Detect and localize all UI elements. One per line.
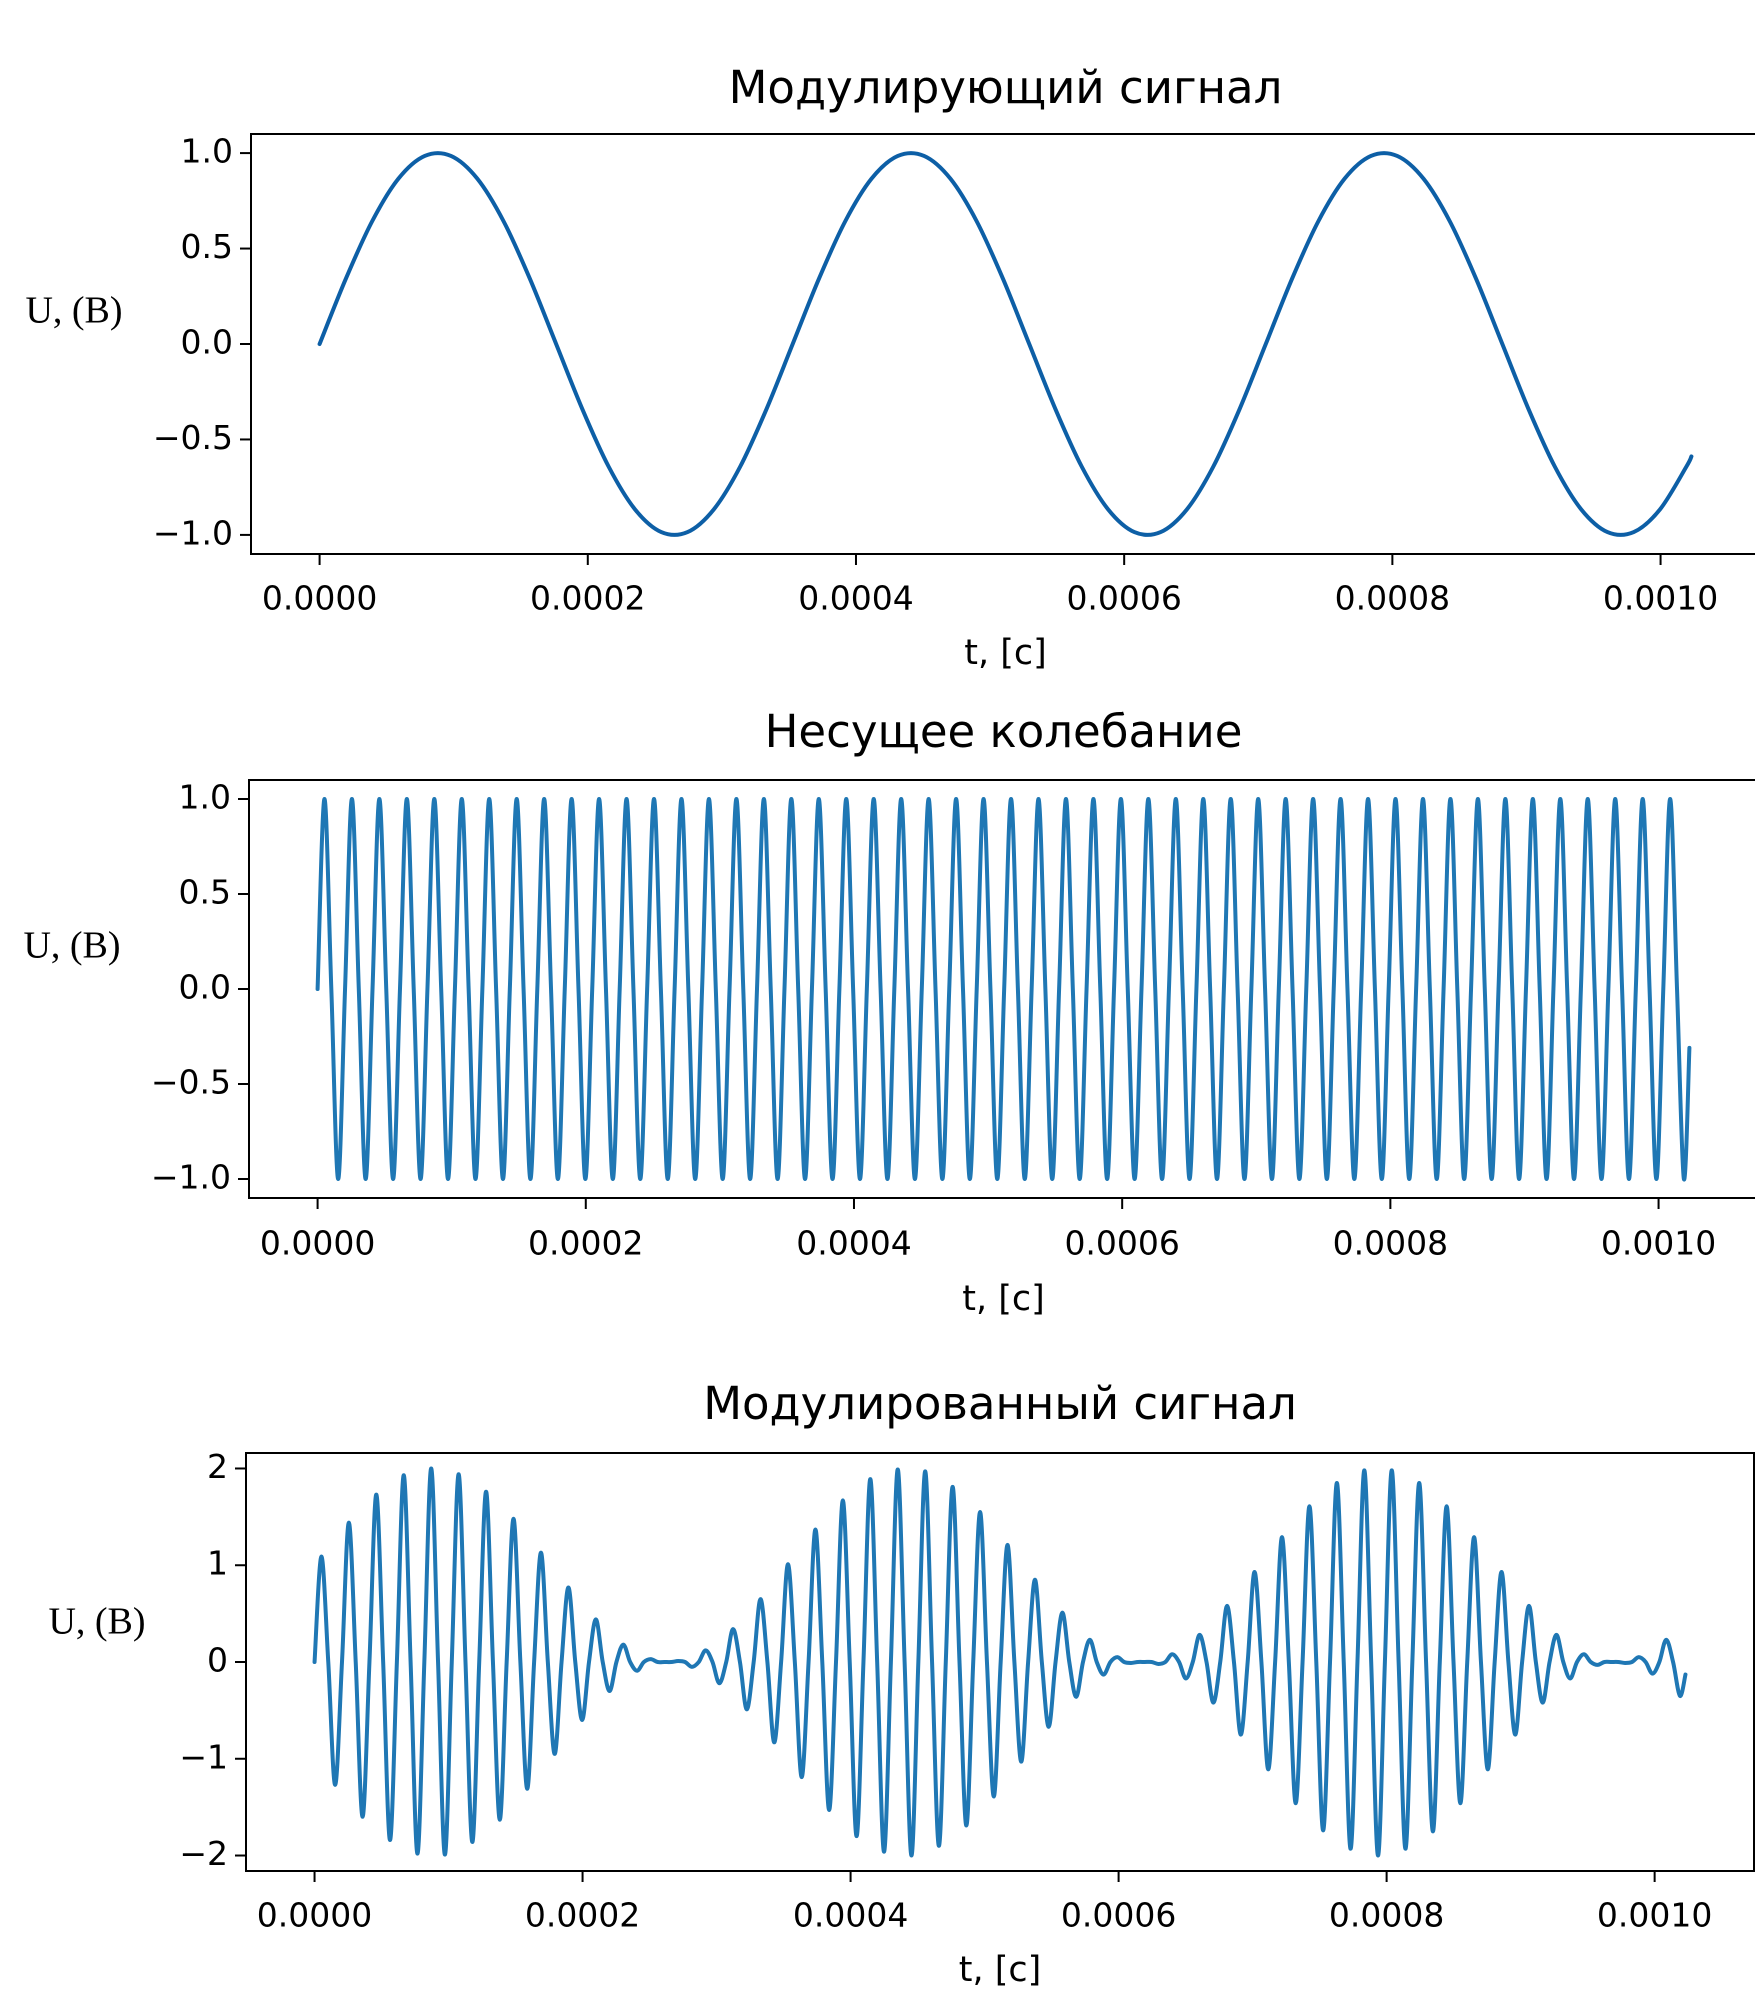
x-tick-label: 0.0000 [260, 1224, 375, 1263]
y-tick-label: 0.0 [179, 968, 231, 1007]
x-tick-label: 0.0004 [793, 1896, 908, 1935]
x-tick-label: 0.0006 [1066, 579, 1181, 618]
y-tick-label: −1 [179, 1737, 228, 1776]
x-tick-label: 0.0004 [796, 1224, 911, 1263]
axes-frame [248, 779, 1755, 1199]
y-tick-label: 0.0 [181, 323, 233, 362]
y-tick-label: −1.0 [153, 513, 233, 552]
x-tick-label: 0.0002 [528, 1224, 643, 1263]
x-axis-label: t, [с] [964, 633, 1047, 673]
y-tick-label: −0.5 [153, 418, 233, 457]
x-tick-label: 0.0010 [1601, 1224, 1716, 1263]
x-tick-label: 0.0006 [1064, 1224, 1179, 1263]
x-tick-label: 0.0000 [262, 579, 377, 618]
y-tick-label: 1.0 [179, 778, 231, 817]
y-tick-label: −0.5 [151, 1063, 231, 1102]
y-tick-label: 1 [207, 1544, 228, 1583]
y-tick-label: 2 [207, 1447, 228, 1486]
chart-title: Модулирующий сигнал [729, 61, 1283, 114]
y-tick-label: 0.5 [179, 873, 231, 912]
y-axis-label: U, (В) [48, 1601, 145, 1643]
y-tick-label: 0 [207, 1641, 228, 1680]
x-tick-label: 0.0006 [1061, 1896, 1176, 1935]
x-tick-label: 0.0002 [525, 1896, 640, 1935]
chart-title: Несущее колебание [765, 705, 1243, 758]
y-axis-label: U, (В) [25, 290, 122, 332]
chart-title: Модулированный сигнал [703, 1377, 1297, 1430]
x-tick-label: 0.0004 [798, 579, 913, 618]
y-tick-label: −2 [179, 1834, 228, 1873]
x-axis-label: t, [с] [962, 1279, 1045, 1319]
y-tick-label: 1.0 [181, 132, 233, 171]
x-tick-label: 0.0008 [1329, 1896, 1444, 1935]
x-tick-label: 0.0008 [1335, 579, 1450, 618]
y-tick-label: 0.5 [181, 227, 233, 266]
signal-line [317, 151, 1694, 537]
x-tick-label: 0.0008 [1333, 1224, 1448, 1263]
signal-line [312, 1466, 1688, 1858]
axes-frame [250, 133, 1755, 555]
x-tick-label: 0.0010 [1597, 1896, 1712, 1935]
signal-line [315, 797, 1692, 1182]
y-tick-label: −1.0 [151, 1158, 231, 1197]
x-axis-label: t, [с] [959, 1950, 1042, 1990]
x-tick-label: 0.0002 [530, 579, 645, 618]
x-tick-label: 0.0010 [1603, 579, 1718, 618]
x-tick-label: 0.0000 [257, 1896, 372, 1935]
y-axis-label: U, (В) [23, 925, 120, 967]
axes-frame [245, 1452, 1755, 1872]
